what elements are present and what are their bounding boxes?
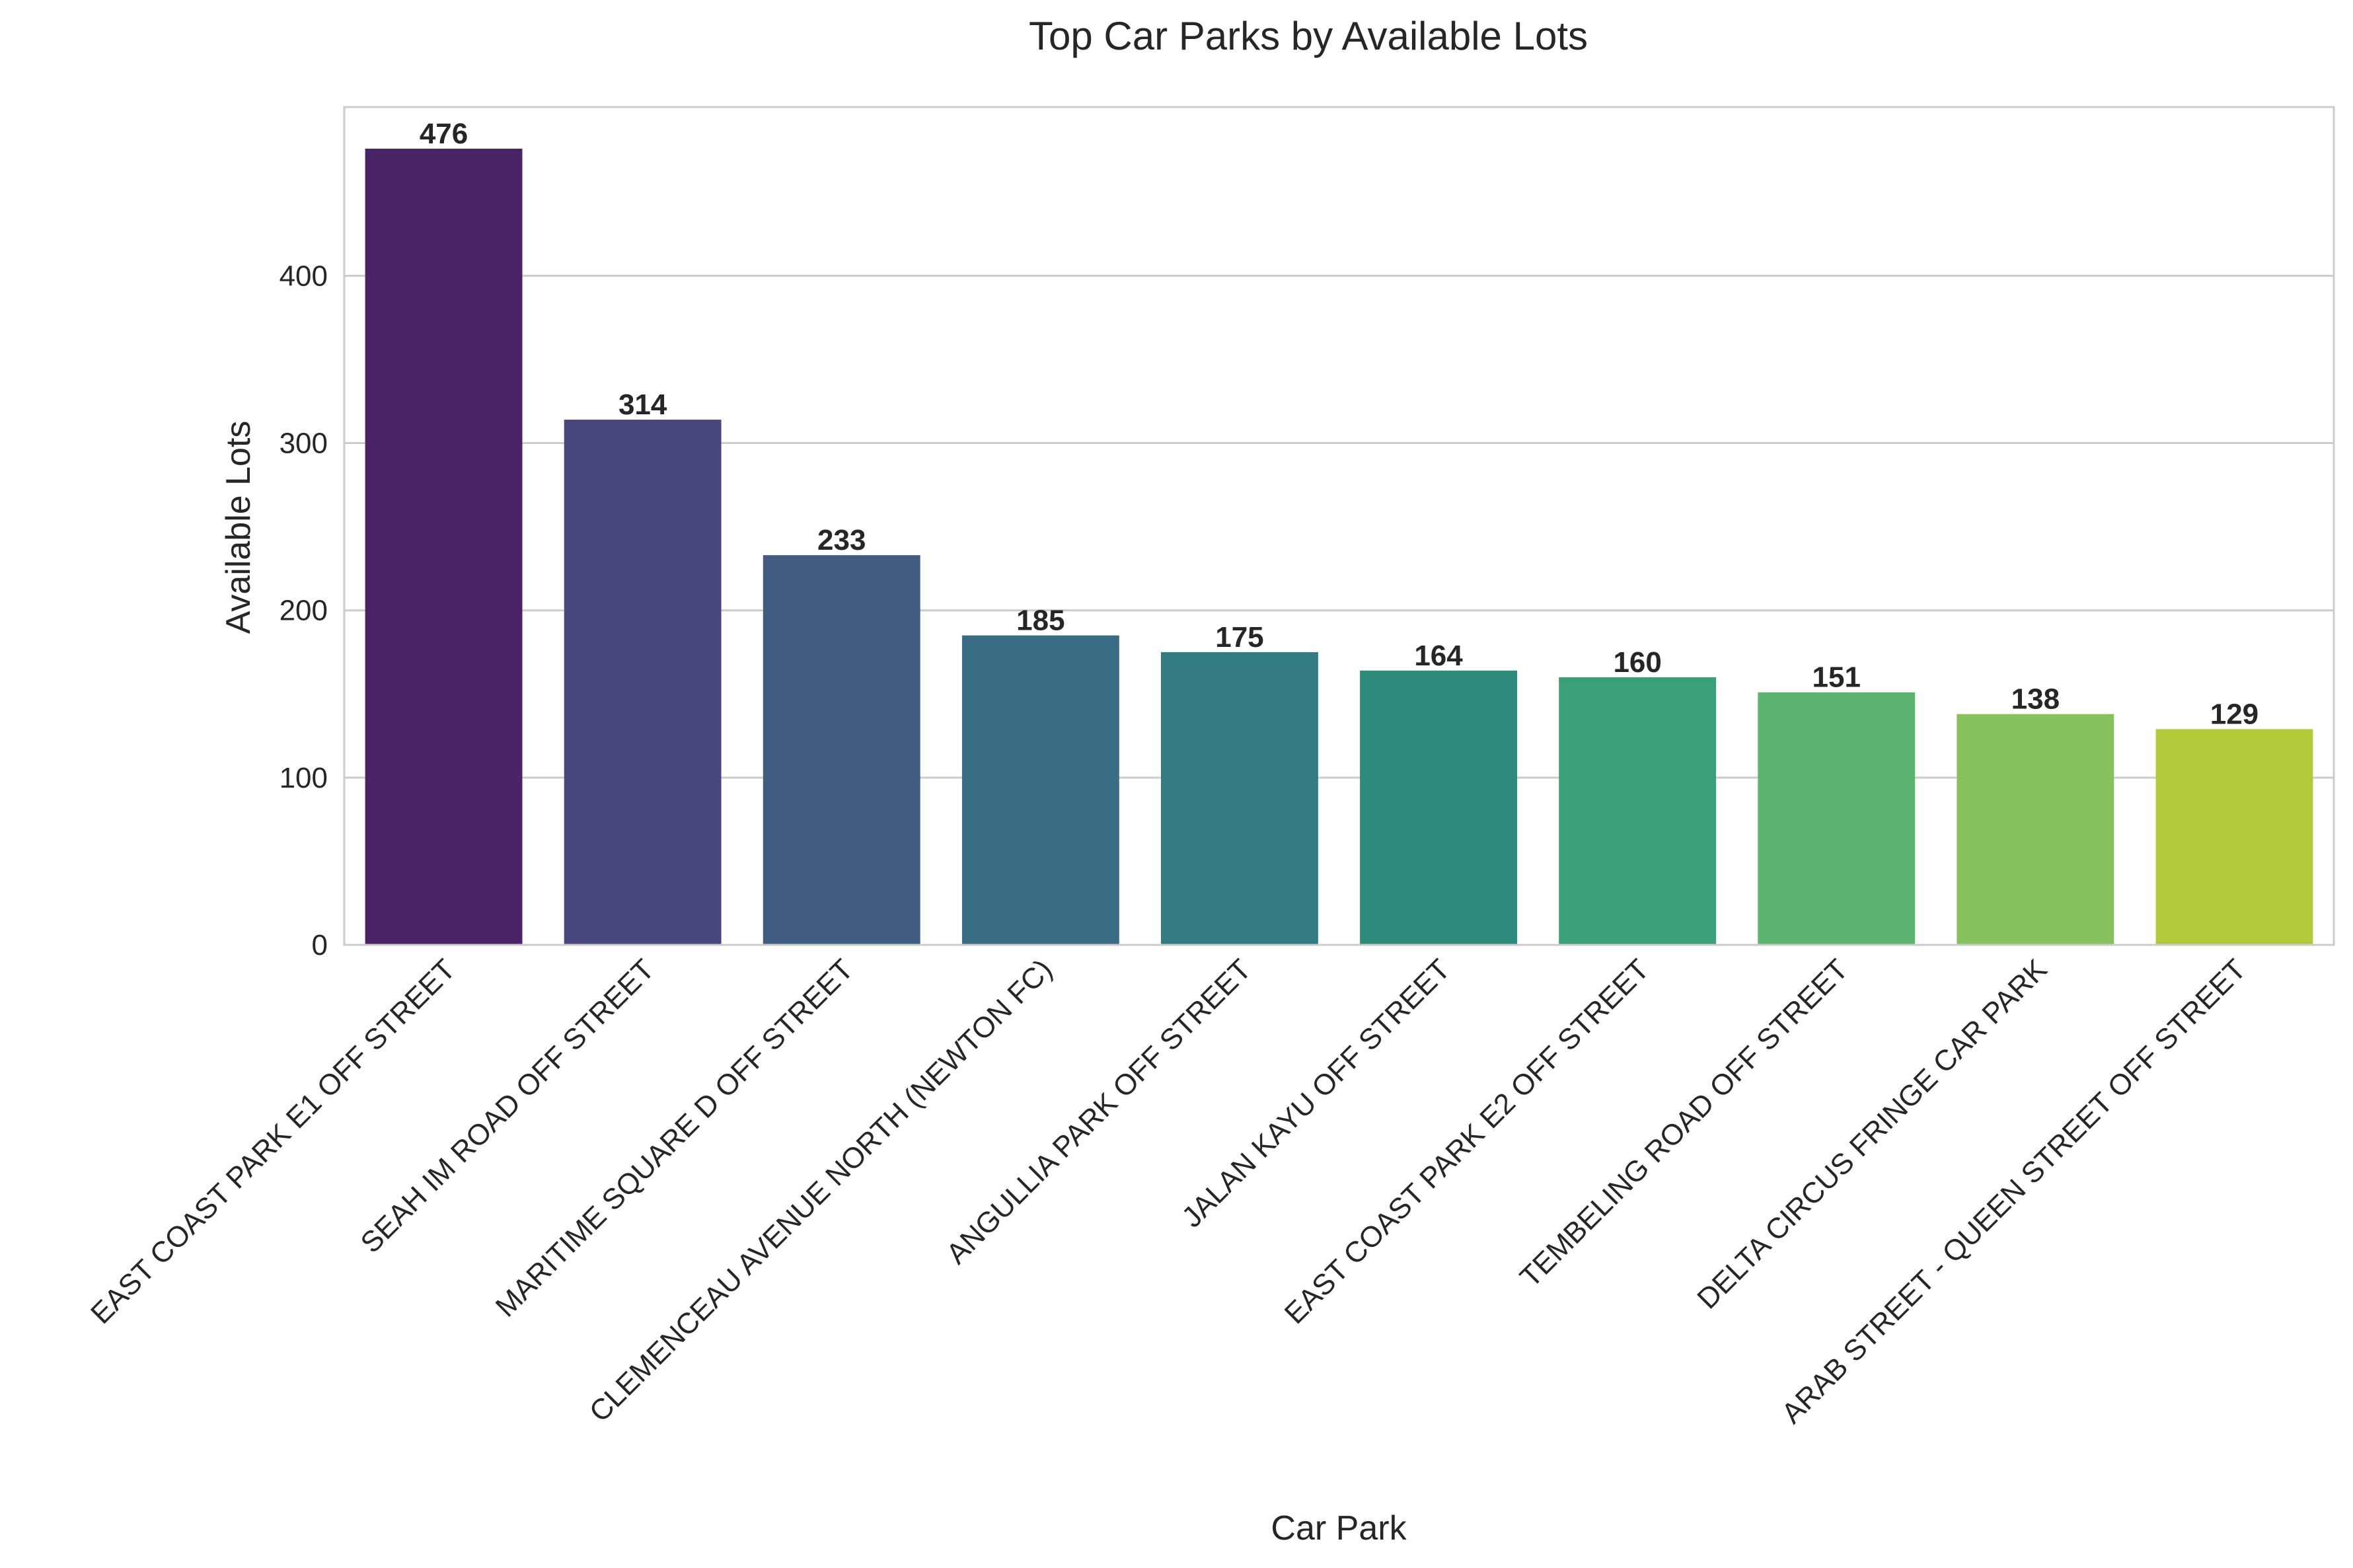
bar-value-label: 151 [1812,661,1861,694]
x-tick-label: MARITIME SQUARE D OFF STREET [490,953,860,1323]
bar [763,555,920,945]
y-tick-label: 400 [280,260,328,292]
bar-value-label: 185 [1016,605,1064,637]
x-tick-label: ARAB STREET - QUEEN STREET OFF STREET [1775,953,2253,1430]
bar [2155,729,2313,945]
value-labels: 476 314 233 185 175 164 160 151 138 129 [420,118,2259,730]
bar-value-label: 138 [2011,683,2060,716]
plot-frame [343,106,2335,946]
chart-title: Top Car Parks by Available Lots [1029,14,1588,58]
y-tick-labels: 0 100 200 300 400 [280,260,328,961]
x-axis-label: Car Park [1271,1509,1407,1548]
y-tick-label: 100 [280,762,328,794]
bar [1360,670,1517,945]
bar [1559,677,1717,945]
bars [365,149,2313,945]
bar-value-label: 476 [420,118,468,150]
bar-value-label: 175 [1215,621,1263,653]
y-tick-label: 0 [312,929,328,961]
x-tick-label: DELTA CIRCUS FRINGE CAR PARK [1691,953,2053,1315]
bar-value-label: 129 [2210,698,2259,730]
bar [1161,652,1318,945]
bar [1758,692,1916,945]
bar-value-label: 314 [618,389,667,421]
y-tick-label: 300 [280,428,328,460]
bar-value-label: 160 [1613,646,1661,679]
bar [564,420,722,945]
bar-value-label: 233 [817,524,866,556]
x-tick-label: EAST COAST PARK E1 OFF STREET [85,953,462,1330]
bar-value-label: 164 [1414,640,1463,672]
bar [1957,714,2114,945]
x-tick-label: EAST COAST PARK E2 OFF STREET [1279,953,1656,1330]
y-axis-label: Available Lots [219,421,258,634]
y-tick-label: 200 [280,595,328,627]
x-tick-label: CLEMENCEAU AVENUE NORTH (NEWTON FC) [583,953,1059,1428]
bar [365,149,523,945]
bar [961,635,1119,945]
x-tick-label: TEMBELING ROAD OFF STREET [1514,953,1854,1293]
